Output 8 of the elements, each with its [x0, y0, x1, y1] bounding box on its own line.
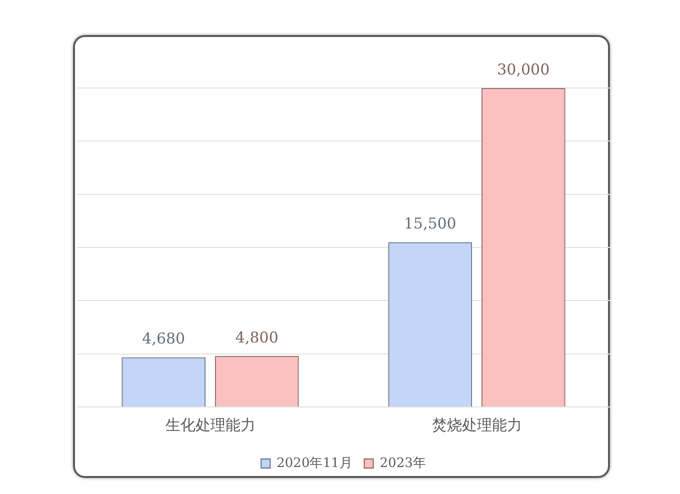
- data-label: 4,800: [235, 328, 278, 346]
- x-tick-label: 生化处理能力: [165, 416, 256, 434]
- data-label: 15,500: [404, 214, 456, 233]
- data-label: 30,000: [497, 60, 550, 78]
- x-tick-label: 焚烧处理能力: [432, 416, 522, 434]
- legend-label: 2023年: [380, 456, 426, 471]
- data-label: 4,680: [142, 330, 186, 348]
- legend-label: 2020年11月: [276, 456, 352, 471]
